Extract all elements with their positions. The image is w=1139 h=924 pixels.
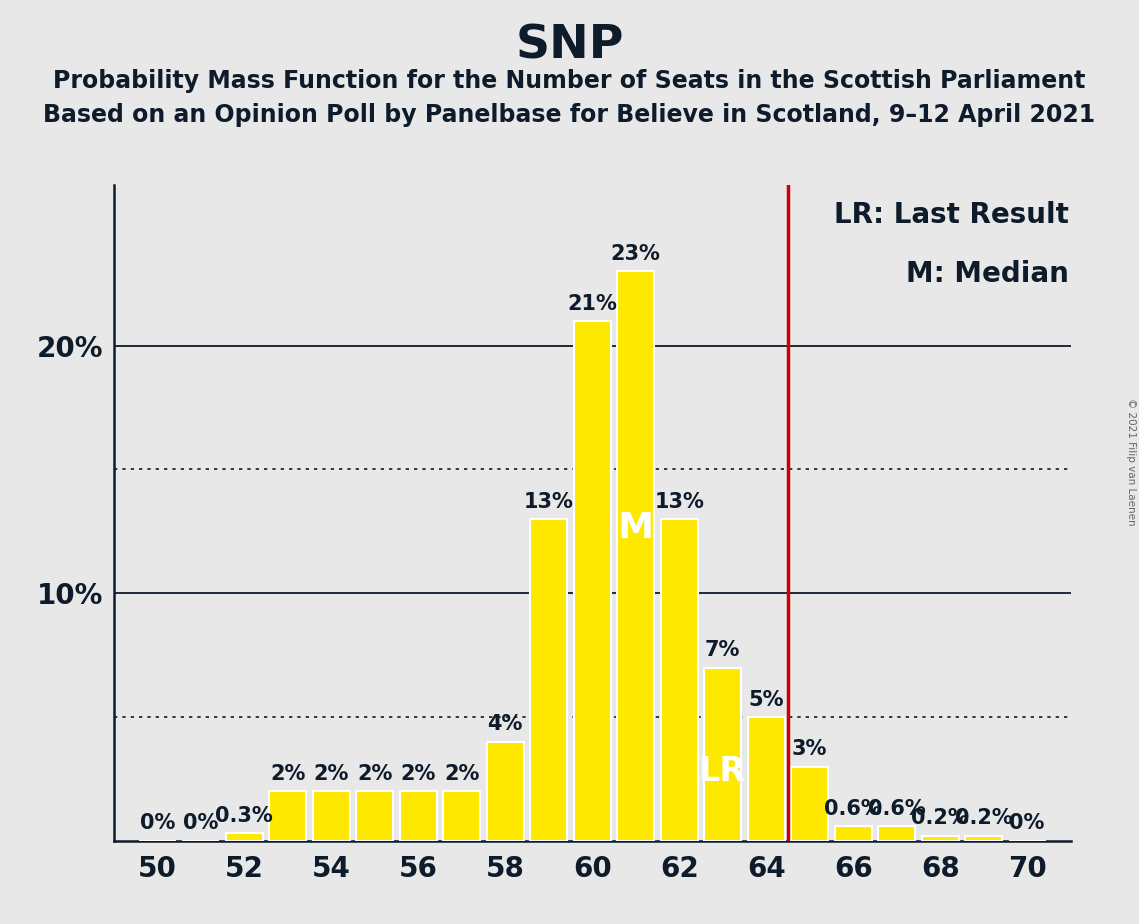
Bar (400, 791, 436, 841)
Bar (443, 791, 481, 841)
Text: 13%: 13% (524, 492, 574, 512)
Bar (574, 321, 611, 841)
Text: 2%: 2% (401, 764, 436, 784)
Bar (704, 667, 741, 841)
Bar (661, 519, 698, 841)
Bar (270, 791, 306, 841)
Text: 2%: 2% (313, 764, 349, 784)
Text: 0.2%: 0.2% (911, 808, 969, 829)
Bar (747, 717, 785, 841)
Text: M: M (617, 511, 654, 544)
Text: LR: LR (699, 755, 746, 788)
Text: 0%: 0% (140, 813, 175, 833)
Text: 0%: 0% (183, 813, 219, 833)
Bar (313, 791, 350, 841)
Text: 0.6%: 0.6% (825, 798, 882, 819)
Text: SNP: SNP (515, 23, 624, 68)
Text: 2%: 2% (444, 764, 480, 784)
Bar (792, 767, 828, 841)
Bar (921, 836, 959, 841)
Bar (835, 826, 871, 841)
Bar (965, 836, 1002, 841)
Text: 3%: 3% (792, 739, 827, 760)
Bar (531, 519, 567, 841)
Bar (226, 833, 263, 841)
Text: © 2021 Filip van Laenen: © 2021 Filip van Laenen (1126, 398, 1136, 526)
Text: Probability Mass Function for the Number of Seats in the Scottish Parliament: Probability Mass Function for the Number… (54, 69, 1085, 93)
Text: Based on an Opinion Poll by Panelbase for Believe in Scotland, 9–12 April 2021: Based on an Opinion Poll by Panelbase fo… (43, 103, 1096, 128)
Text: LR: Last Result: LR: Last Result (834, 201, 1068, 229)
Bar (878, 826, 916, 841)
Bar (357, 791, 393, 841)
Bar (486, 742, 524, 841)
Text: 0.2%: 0.2% (954, 808, 1013, 829)
Bar (617, 272, 654, 841)
Text: 0.3%: 0.3% (215, 806, 273, 826)
Text: 2%: 2% (270, 764, 305, 784)
Text: 7%: 7% (705, 640, 740, 660)
Text: 4%: 4% (487, 714, 523, 735)
Text: M: Median: M: Median (906, 261, 1068, 288)
Text: 0%: 0% (1009, 813, 1044, 833)
Text: 13%: 13% (654, 492, 704, 512)
Text: 2%: 2% (358, 764, 393, 784)
Text: 23%: 23% (611, 244, 661, 264)
Text: 0.6%: 0.6% (868, 798, 926, 819)
Text: 21%: 21% (567, 294, 617, 313)
Text: 5%: 5% (748, 689, 784, 710)
